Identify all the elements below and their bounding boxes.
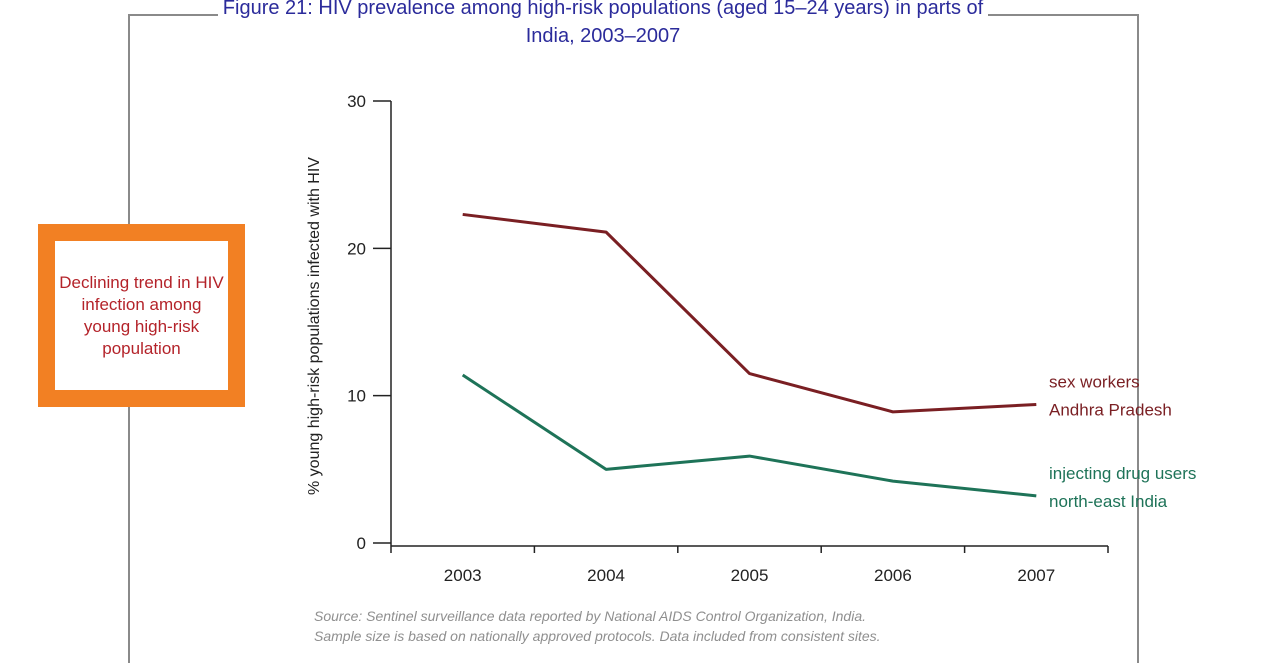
chart-series <box>461 212 1037 498</box>
series-labels: sex workers Andhra Pradesh injecting drug … <box>1049 373 1196 511</box>
x-tick-label: 2005 <box>731 566 769 585</box>
frame-right-line <box>1137 14 1139 663</box>
series-line-1 <box>461 373 1037 498</box>
x-tick-label: 2007 <box>1017 566 1055 585</box>
x-tick-label: 2004 <box>587 566 625 585</box>
y-axis-label: % young high-risk populations infected w… <box>306 157 323 495</box>
trend-callout: Declining trend in HIV infection among y… <box>38 224 245 407</box>
series-label-1-line-2: north-east India <box>1049 492 1168 511</box>
series-label-0-line-1: sex workers <box>1049 373 1140 392</box>
chart-axes: 0 10 20 30 2003 2004 2005 2006 2007 <box>347 92 1109 585</box>
series-label-1-line-1: injecting drug users <box>1049 464 1196 483</box>
frame-top-left-line <box>128 14 218 16</box>
source-line-2: Sample size is based on nationally appro… <box>314 628 881 644</box>
source-note: Source: Sentinel surveillance data repor… <box>314 606 1074 646</box>
x-tick-label: 2006 <box>874 566 912 585</box>
frame-top-right-line <box>988 14 1138 16</box>
y-tick-label: 0 <box>357 534 366 553</box>
figure-title: Figure 21: HIV prevalence among high-ris… <box>222 0 984 50</box>
series-line-0 <box>462 212 1037 414</box>
y-tick-label: 30 <box>347 92 366 111</box>
x-tick-label: 2003 <box>444 566 482 585</box>
series-label-0-line-2: Andhra Pradesh <box>1049 401 1172 420</box>
y-tick-label: 20 <box>347 239 366 258</box>
callout-text: Declining trend in HIV infection among y… <box>59 272 224 358</box>
y-tick-label: 10 <box>347 387 366 406</box>
source-line-1: Source: Sentinel surveillance data repor… <box>314 608 867 624</box>
